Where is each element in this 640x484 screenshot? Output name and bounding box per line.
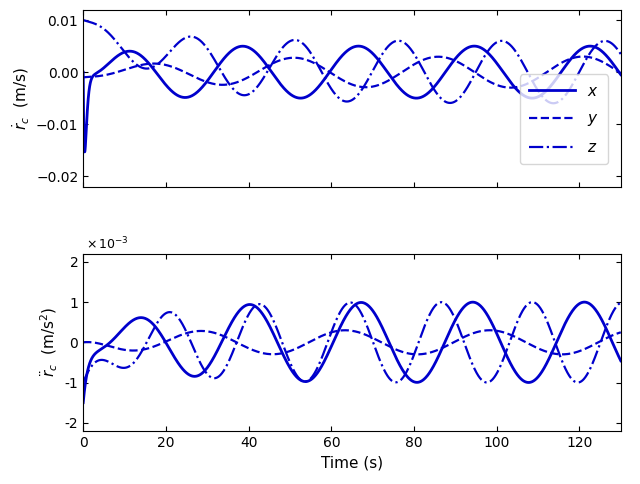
- Line: $y$: $y$: [83, 57, 621, 88]
- $z$: [79, 17, 87, 23]
- $y$: [173, 65, 180, 71]
- $y$: [617, 70, 625, 76]
- $x$: [607, 58, 614, 63]
- $y$: [507, 85, 515, 91]
- $x$: [285, 91, 293, 96]
- $y$: [607, 63, 614, 69]
- Line: $x$: $x$: [83, 46, 621, 152]
- $y$: [579, 54, 587, 60]
- $z$: [285, 39, 293, 45]
- $x$: [81, 149, 88, 155]
- $x$: [173, 92, 180, 98]
- $z$: [141, 65, 148, 71]
- Y-axis label: $\dot{r}_c$  (m/s): $\dot{r}_c$ (m/s): [10, 67, 32, 130]
- $x$: [470, 43, 478, 49]
- $x$: [617, 72, 625, 77]
- $y$: [309, 60, 317, 65]
- $z$: [309, 53, 317, 59]
- Y-axis label: $\ddot{r}_c$  (m/s$^2$): $\ddot{r}_c$ (m/s$^2$): [39, 307, 60, 378]
- $x$: [79, 69, 87, 75]
- $y$: [548, 65, 556, 71]
- $z$: [550, 100, 557, 106]
- $z$: [617, 51, 625, 57]
- Text: $\times\,10^{-3}$: $\times\,10^{-3}$: [86, 236, 129, 252]
- $x$: [549, 81, 557, 87]
- $y$: [79, 75, 87, 80]
- $y$: [285, 55, 293, 61]
- $z$: [607, 40, 614, 45]
- Line: $z$: $z$: [83, 20, 621, 103]
- $z$: [548, 100, 556, 106]
- $x$: [141, 56, 148, 62]
- X-axis label: Time (s): Time (s): [321, 455, 383, 470]
- $z$: [173, 42, 180, 47]
- Legend: $x$, $y$, $z$: $x$, $y$, $z$: [520, 75, 608, 164]
- $y$: [141, 61, 148, 67]
- $x$: [309, 90, 317, 95]
